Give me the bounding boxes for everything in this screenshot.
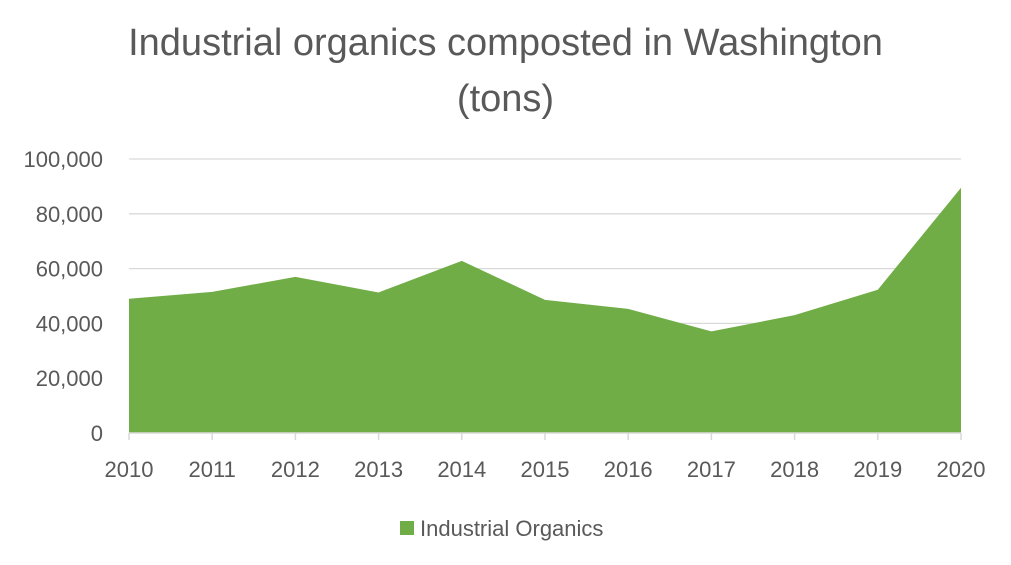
series-area-group [128,187,962,433]
chart-title-line-1: Industrial organics composted in Washing… [128,22,883,64]
x-axis [128,432,962,440]
x-axis-tick-labels: 2010 2011 2012 2013 2014 2015 2016 2017 2018 2019… [105,457,986,482]
legend-label-industrial-organics: Industrial Organics [420,516,603,541]
x-tick-label: 2013 [354,457,403,482]
y-tick-label: 60,000 [36,257,103,282]
y-tick-label: 40,000 [36,311,103,336]
x-tick-label: 2019 [853,457,902,482]
x-tick-label: 2010 [105,457,154,482]
legend: Industrial Organics [400,516,603,541]
x-tick-label: 2011 [189,457,236,482]
y-tick-label: 100,000 [23,147,103,172]
y-axis-tick-labels: 0 20,000 40,000 60,000 80,000 100,000 [23,147,103,446]
y-tick-label: 80,000 [36,202,103,227]
x-tick-label: 2015 [521,457,570,482]
x-tick-label: 2020 [937,457,986,482]
x-tick-label: 2016 [604,457,653,482]
x-tick-label: 2012 [271,457,320,482]
x-tick-label: 2017 [687,457,736,482]
y-tick-label: 20,000 [36,366,103,391]
x-tick-label: 2018 [770,457,819,482]
x-tick-label: 2014 [437,457,486,482]
legend-swatch-industrial-organics [400,521,414,535]
y-tick-label: 0 [91,421,103,446]
chart-title-line-2: (tons) [456,78,555,120]
series-area-industrial-organics [129,187,961,433]
